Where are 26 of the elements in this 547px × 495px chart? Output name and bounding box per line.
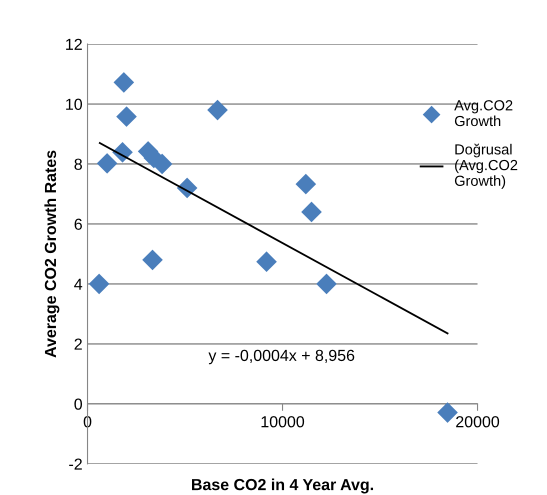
point [114,72,134,93]
x-axis-title: Base CO2 in 4 Year Avg. [192,478,374,494]
y-tick-label: 12 [66,38,82,50]
point [301,202,322,222]
y-tick-label: 2 [74,338,82,350]
y-tick-label: 0 [74,398,82,410]
legend-label: Doğrusal (Avg.CO2 Growth) [454,144,518,189]
y-tick-label: 4 [74,278,82,290]
y-tick-label: -2 [69,458,82,470]
x-tick-label: 20000 [456,416,500,428]
point [88,274,110,294]
point [96,153,118,174]
legend-label: Avg.CO2 Growth [454,100,512,126]
point [296,174,316,194]
y-axis-title: Average CO2 Growth Rates [44,150,60,358]
x-tick-label: 10000 [262,416,304,428]
point [256,251,277,272]
point [116,106,137,127]
y-tick-label: 8 [74,158,82,170]
point [142,250,163,270]
annotation: y = -0,0004x + 8,956 [208,350,354,364]
point [207,100,228,120]
y-tick-label: 6 [74,218,82,230]
point [316,274,337,294]
point [437,402,458,423]
y-tick-label: 10 [66,98,82,110]
